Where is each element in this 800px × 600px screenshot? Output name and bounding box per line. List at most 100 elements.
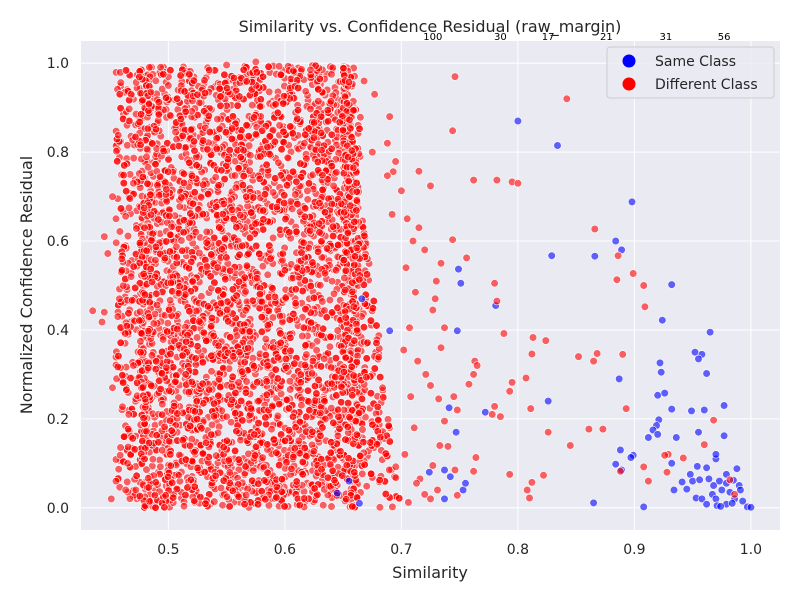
- cluster-point: [187, 257, 196, 267]
- cluster-point: [317, 237, 326, 246]
- cluster-point: [213, 114, 222, 124]
- cluster-point: [171, 128, 180, 137]
- cluster-point: [132, 224, 141, 233]
- cluster-point: [198, 379, 207, 388]
- cluster-point: [166, 296, 175, 305]
- cluster-point: [236, 132, 245, 142]
- cluster-point: [292, 227, 301, 236]
- cluster-point: [167, 426, 176, 435]
- cluster-point: [273, 374, 282, 383]
- cluster-point: [131, 283, 140, 293]
- cluster-point: [154, 438, 163, 447]
- cluster-point: [135, 307, 145, 316]
- cluster-point: [315, 219, 324, 228]
- cluster-point: [165, 386, 174, 395]
- cluster-point: [328, 466, 337, 475]
- cluster-point: [320, 354, 329, 363]
- cluster-point: [291, 299, 300, 308]
- cluster-point: [190, 448, 199, 457]
- cluster-point: [200, 76, 209, 85]
- cluster-point: [168, 478, 177, 487]
- cluster-point: [156, 63, 165, 72]
- cluster-point: [181, 455, 190, 464]
- cluster-point: [310, 484, 319, 493]
- cluster-point: [129, 154, 138, 163]
- cluster-point: [220, 70, 229, 79]
- cluster-point: [138, 383, 147, 392]
- cluster-point: [304, 179, 314, 188]
- cluster-point: [352, 178, 361, 188]
- cluster-point: [197, 292, 206, 301]
- cluster-point: [220, 175, 229, 184]
- cluster-point: [231, 446, 240, 456]
- cluster-point: [148, 455, 157, 464]
- cluster-point: [115, 90, 124, 99]
- cluster-point: [327, 502, 336, 511]
- cluster-point: [293, 199, 302, 209]
- cluster-point: [281, 293, 290, 302]
- cluster-point: [192, 306, 201, 316]
- cluster-point: [285, 377, 295, 386]
- cluster-point: [283, 153, 292, 162]
- cluster-point: [356, 451, 365, 460]
- cluster-point: [258, 206, 268, 215]
- cluster-point: [248, 100, 257, 110]
- cluster-point: [253, 500, 263, 509]
- cluster-point: [189, 137, 199, 146]
- cluster-point: [315, 199, 324, 208]
- cluster-point: [186, 475, 195, 484]
- cluster-point: [158, 347, 167, 357]
- cluster-point: [295, 501, 304, 510]
- cluster-point: [333, 431, 343, 440]
- cluster-point: [249, 193, 258, 202]
- cluster-point: [298, 331, 307, 341]
- cluster-point: [124, 425, 133, 434]
- cluster-point: [283, 181, 292, 190]
- cluster-point: [124, 309, 133, 318]
- cluster-point: [113, 362, 122, 372]
- cluster-point: [179, 502, 189, 511]
- cluster-point: [151, 478, 160, 487]
- cluster-point: [327, 379, 336, 388]
- cluster-point: [192, 333, 202, 342]
- cluster-point: [159, 146, 168, 156]
- cluster-point: [241, 287, 250, 296]
- cluster-point: [229, 215, 238, 224]
- cluster-point: [113, 157, 122, 166]
- cluster-point: [271, 174, 280, 183]
- cluster-point: [293, 114, 302, 123]
- cluster-point: [352, 206, 361, 215]
- cluster-point: [161, 491, 170, 500]
- cluster-point: [288, 412, 298, 421]
- cluster-point: [116, 204, 126, 213]
- cluster-point: [216, 299, 226, 308]
- cluster-point: [155, 376, 164, 385]
- cluster-point: [368, 304, 378, 313]
- cluster-point: [166, 66, 175, 75]
- cluster-point: [286, 346, 295, 356]
- cluster-point: [327, 162, 336, 171]
- cluster-point: [327, 130, 336, 139]
- cluster-point: [114, 465, 123, 474]
- cluster-point: [318, 297, 327, 306]
- cluster-point: [160, 503, 169, 512]
- cluster-point: [352, 243, 361, 252]
- cluster-point: [152, 357, 161, 366]
- cluster-point: [312, 389, 321, 398]
- cluster-point: [301, 204, 310, 213]
- cluster-point: [216, 483, 226, 493]
- cluster-point: [314, 375, 323, 385]
- cluster-point: [292, 263, 302, 272]
- cluster-point: [221, 275, 230, 284]
- cluster-point: [276, 70, 285, 79]
- cluster-point: [265, 241, 274, 250]
- cluster-point: [332, 266, 341, 275]
- cluster-point: [369, 296, 378, 306]
- cluster-point: [288, 129, 297, 138]
- cluster-point: [151, 76, 160, 85]
- cluster-point: [219, 476, 228, 485]
- cluster-point: [258, 453, 267, 462]
- cluster-point: [281, 214, 290, 224]
- cluster-point: [252, 241, 261, 250]
- cluster-point: [179, 178, 188, 188]
